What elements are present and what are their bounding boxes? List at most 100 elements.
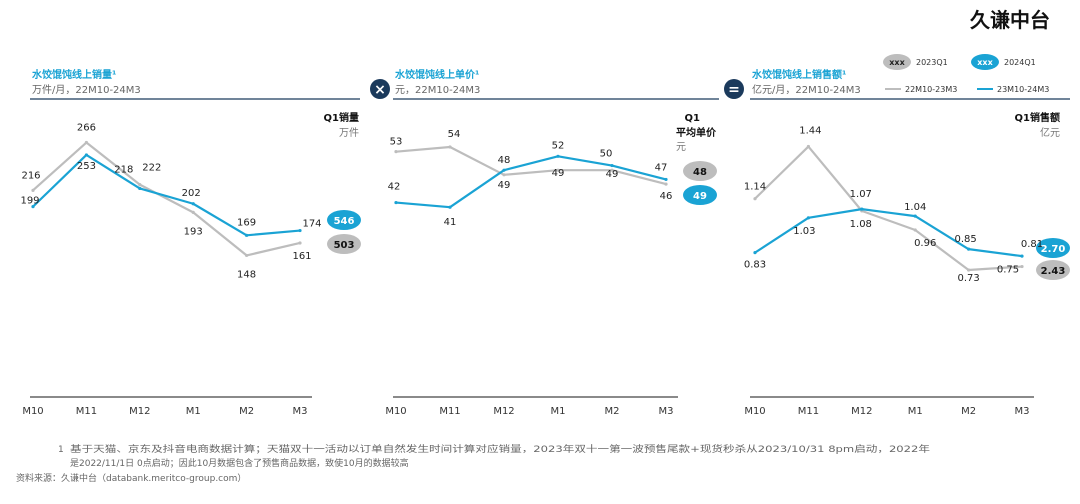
data-label: 1.44 [799,126,821,137]
legend-badge-2023 [883,54,911,70]
series-line-23M10-24M3 [32,153,301,237]
chart-title: 水饺馄饨线上销量¹ [31,68,116,81]
data-point [860,207,864,211]
data-point [394,200,398,205]
data-label: 1.07 [850,189,872,200]
data-point [138,183,142,187]
x-tick-label: M3 [1015,406,1030,417]
q1-value-2023: 503 [334,240,355,251]
series-line-22M10-23M3 [32,141,301,257]
q1-badge-2023 [327,234,361,254]
data-point [448,205,452,209]
series-line-22M10-23M3 [395,145,667,186]
data-point [913,228,917,232]
x-tick-label: M10 [744,406,765,417]
data-point [448,145,452,149]
data-label: 0.96 [914,238,936,249]
legend: xxx 2023Q1 xxx 2024Q1 22M10-23M3 23M10-2… [883,54,1049,94]
x-tick-label: M1 [551,406,566,417]
footnote-line-1: 基于天猫、京东及抖音电商数据计算；天猫双十一活动以订单自然发生时间计算对应销量，… [70,443,930,455]
data-label: 1.14 [744,182,766,193]
x-tick-label: M1 [186,406,201,417]
q1-title: Q1销量 [324,111,359,124]
footnote-line-2: 是2022/11/1日 0点启动；因此10月数据包含了预售商品数据，致使10月的… [70,457,409,469]
data-label: 0.75 [997,265,1019,276]
chart-title: 水饺馄饨线上销售额¹ [751,68,846,81]
chart-subtitle: 亿元/月，22M10-24M3 [752,83,861,96]
data-point [556,168,560,172]
q1-value-2023: 48 [693,167,707,178]
q1-unit: 元 [676,142,686,153]
x-tick-label: M11 [76,406,97,417]
q1-title: Q1 [685,113,701,124]
data-point [610,163,614,168]
brand-logo: 久谦中台 [970,8,1050,32]
data-label: 1.08 [850,219,872,230]
chart-subtitle: 万件/月，22M10-24M3 [32,84,141,96]
data-point [84,140,88,145]
data-point [191,202,195,206]
data-point [245,253,249,258]
x-tick-label: M2 [239,406,254,417]
data-label: 1.03 [793,226,815,237]
x-tick-label: M1 [908,406,923,417]
x-tick-label: M3 [293,406,308,417]
data-label: 48 [498,155,511,166]
data-label: 202 [182,188,201,199]
x-tick-label: M12 [129,406,150,417]
data-label: 1.04 [904,202,926,213]
legend-badge-2023-text: xxx [889,58,905,67]
x-tick-label: M10 [22,406,43,417]
data-label: 169 [237,217,256,228]
data-point [664,177,668,182]
data-point [502,168,506,172]
q1-badge-2023 [683,161,717,181]
data-label: 53 [390,137,403,148]
x-tick-label: M11 [798,406,819,417]
data-point [967,268,971,272]
q1-unit: 亿元 [1040,126,1060,139]
q1-unit: 万件 [339,127,359,139]
data-point [1020,264,1024,269]
data-label: 253 [77,161,96,172]
data-point [394,150,398,154]
data-point [556,154,560,158]
data-label: 0.73 [957,273,979,284]
data-label: 50 [600,149,613,160]
series-line-23M10-24M3 [395,155,667,209]
legend-badge-2024 [971,54,999,70]
data-point [138,186,142,191]
chart-title: 水饺馄饨线上单价¹ [394,68,479,81]
data-label: 0.81 [1021,239,1043,250]
data-point [298,228,302,233]
legend-badge-2024-text: xxx [977,58,993,67]
footnote: 1 基于天猫、京东及抖音电商数据计算；天猫双十一活动以订单自然发生时间计算对应销… [16,443,930,484]
x-tick-label: M2 [961,406,976,417]
data-point [84,153,88,157]
data-label: 41 [444,217,457,228]
x-tick-label: M3 [659,406,674,417]
legend-line-2023-label: 22M10-23M3 [905,85,957,94]
legend-label-2024: 2024Q1 [1004,58,1036,67]
data-point [31,188,35,192]
data-point [753,251,757,255]
q1-badge-2024 [683,185,717,205]
equals-operator-icon: = [724,79,744,99]
data-point [502,173,506,177]
svg-text:×: × [374,82,386,98]
data-point [1020,254,1024,258]
data-label: 174 [302,219,321,230]
svg-text:=: = [728,82,740,98]
data-label: 222 [142,163,161,174]
data-point [191,210,195,214]
data-label: 216 [21,170,40,181]
data-label: 52 [552,140,565,151]
data-label: 49 [552,168,565,179]
legend-line-2024-label: 23M10-24M3 [997,85,1049,94]
data-label: 49 [606,169,619,180]
data-point [31,205,35,209]
q1-title-2: 平均单价 [676,126,717,139]
data-point [806,144,811,149]
x-tick-label: M10 [385,406,406,417]
